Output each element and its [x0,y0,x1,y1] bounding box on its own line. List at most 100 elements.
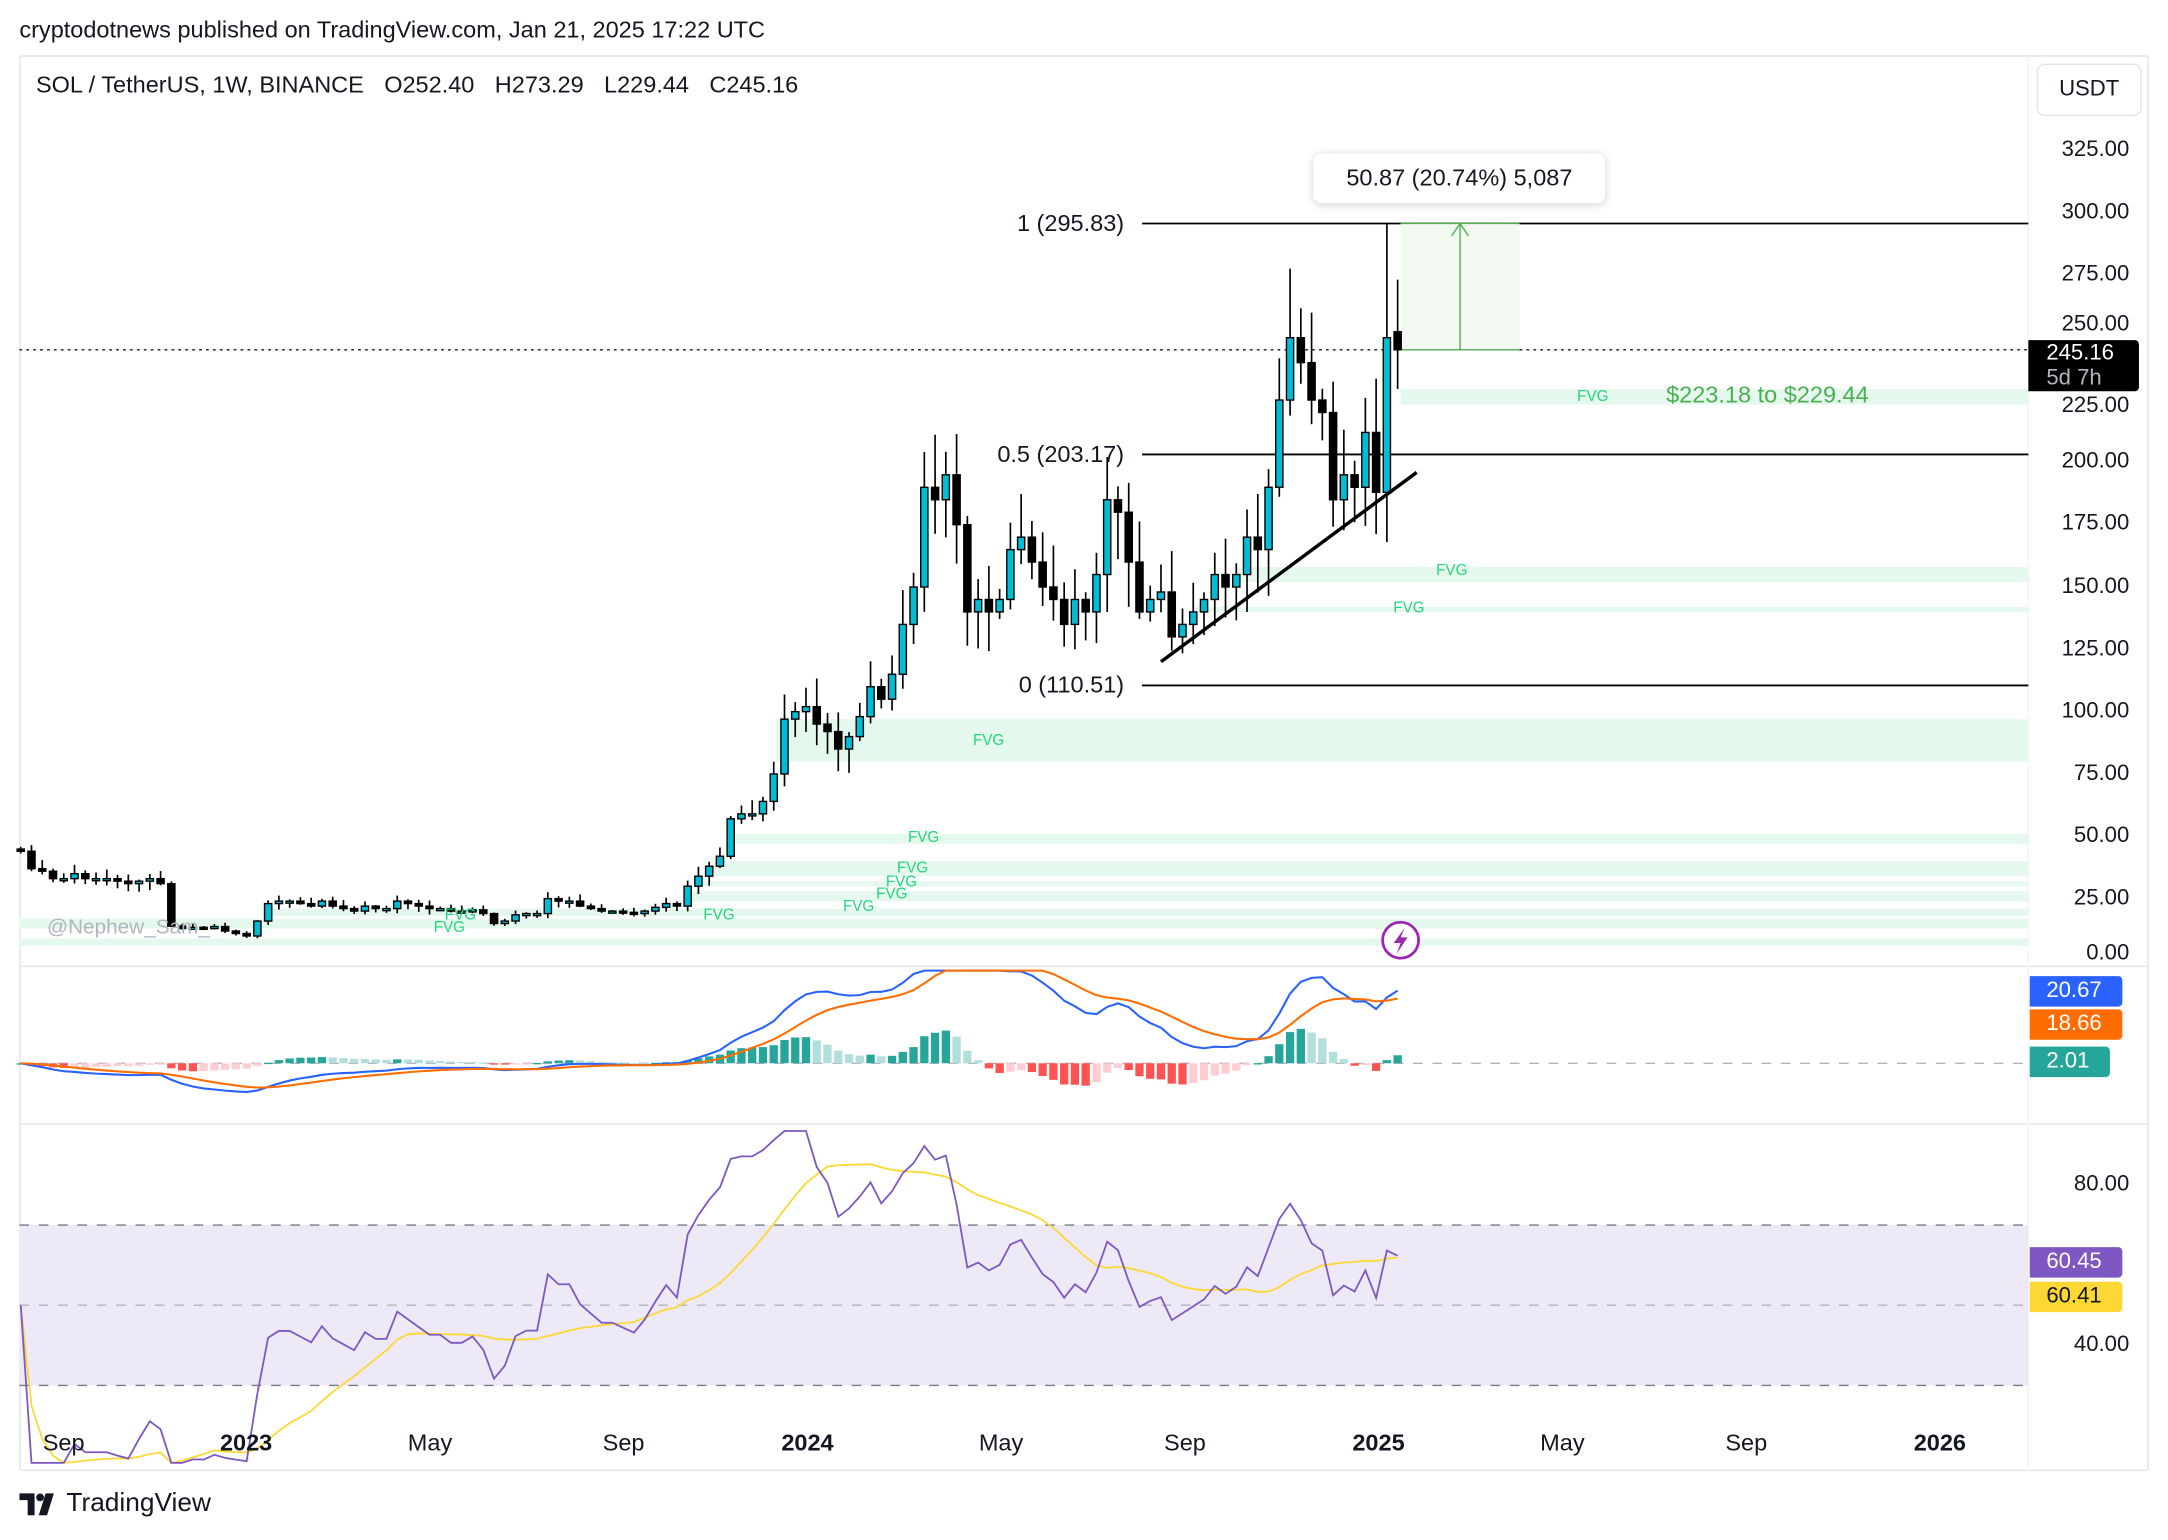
candle-down [1049,586,1058,601]
candle-down [446,907,456,912]
candle-down [1081,598,1090,613]
time-axis-tick: Sep [1725,1429,1768,1456]
lightning-icon-bolt [1393,927,1408,955]
macd-histogram-bar [371,1059,380,1064]
candle-up [500,920,510,925]
candle-up [661,902,671,909]
macd-histogram-bar [393,1059,402,1064]
candle-down [1307,361,1316,401]
price-axis-tick: 300.00 [2061,200,2130,225]
candle-up [511,914,520,922]
candle-up [188,926,198,931]
rsi-ma-line [19,1163,1398,1464]
candle-up [532,912,542,917]
macd-histogram-bar [629,1063,639,1065]
candle-down [952,474,961,526]
macd-histogram-bar [1221,1063,1230,1074]
price-axis-tick: 175.00 [2061,512,2130,536]
candle-down [242,932,251,937]
time-axis-tick: 2026 [1913,1429,1967,1456]
time-axis-tick: 2024 [781,1429,834,1456]
candle-down [1328,411,1338,501]
chart-frame[interactable] [19,55,2149,1472]
time-axis-tick: Sep [42,1429,85,1456]
candle-up [1285,337,1295,401]
author-watermark: @Nephew_Sam_ [47,915,210,939]
macd-histogram-bar [479,1062,488,1064]
price-axis-tick: 0.00 [2086,941,2130,966]
fvg-label: FVG [876,886,908,903]
macd-histogram-bar [1393,1055,1402,1064]
fib-level-1-label: 1 (295.83) [1016,210,1125,237]
candle-up [1188,611,1198,626]
macd-histogram-bar [457,1061,466,1064]
price-axis-tick: 75.00 [2073,761,2130,786]
macd-histogram-bar [1307,1032,1316,1064]
macd-histogram-bar [1210,1063,1219,1076]
candle-down [1038,561,1047,588]
macd-histogram-bar [446,1061,456,1064]
macd-histogram-bar [70,1063,79,1068]
macd-histogram-bar [1253,1063,1262,1065]
macd-histogram-bar [565,1060,574,1064]
time-axis-tick: 2023 [219,1429,273,1456]
fvg-zone [684,891,2029,902]
candle-up [468,909,477,913]
macd-histogram-bar [887,1055,897,1064]
candle-up [360,905,370,912]
candle-up [145,877,155,882]
macd-histogram-bar [1070,1063,1080,1085]
macd-histogram-bar [317,1057,327,1064]
macd-histogram-bar [113,1063,122,1067]
macd-value-tag: 20.67 [2029,976,2123,1007]
macd-histogram-bar [328,1057,337,1064]
macd-histogram-bar [134,1063,144,1066]
macd-histogram-bar [1124,1063,1133,1071]
candle-up [790,710,800,720]
fvg-zone [19,938,2029,946]
candle-up [1361,431,1370,488]
fvg-zone [775,719,2029,762]
macd-histogram-bar [1232,1063,1241,1071]
candle-down [629,911,639,916]
candle-up [1231,573,1241,588]
fib-level-0-label: 0 (110.51) [1018,671,1125,699]
fvg-zone [262,908,2029,917]
macd-histogram-bar [823,1044,832,1064]
candle-down [1113,499,1123,513]
macd-histogram-bar [1016,1063,1026,1071]
macd-histogram-bar [1038,1063,1047,1076]
macd-histogram-bar [791,1037,800,1064]
macd-histogram-bar [350,1058,359,1064]
candle-up [543,897,553,915]
tradingview-logo[interactable]: TradingView [19,1489,211,1519]
candle-up [134,880,144,885]
candle-up [253,920,262,937]
rsi-axis-40: 40.00 [2073,1332,2130,1357]
candle-up [1145,598,1155,613]
bar-countdown: 5d 7h [2046,366,2102,390]
candle-up [726,818,735,857]
macd-histogram-bar [801,1037,811,1064]
fvg-label: FVG [1393,600,1425,617]
fvg-label: FVG [433,919,466,937]
candle-up [1199,598,1209,613]
macd-histogram-bar [177,1063,187,1071]
currency-button[interactable]: USDT [2036,63,2142,117]
macd-histogram-bar [1113,1063,1123,1068]
candle-down [349,907,359,912]
price-axis-tick: 225.00 [2061,394,2130,418]
candle-down [371,905,381,910]
macd-histogram-bar [425,1060,434,1064]
candle-down [124,880,133,885]
macd-histogram-bar [1081,1063,1090,1086]
macd-histogram-bar [210,1063,219,1071]
time-axis-tick: Sep [602,1429,645,1456]
macd-histogram-bar [737,1048,746,1064]
candle-up [704,865,714,877]
symbol-name[interactable]: SOL / TetherUS, 1W, BINANCE [35,71,364,99]
macd-histogram-bar [242,1063,251,1069]
macd-histogram-bar [1339,1059,1349,1064]
macd-histogram-bar [1060,1063,1069,1085]
